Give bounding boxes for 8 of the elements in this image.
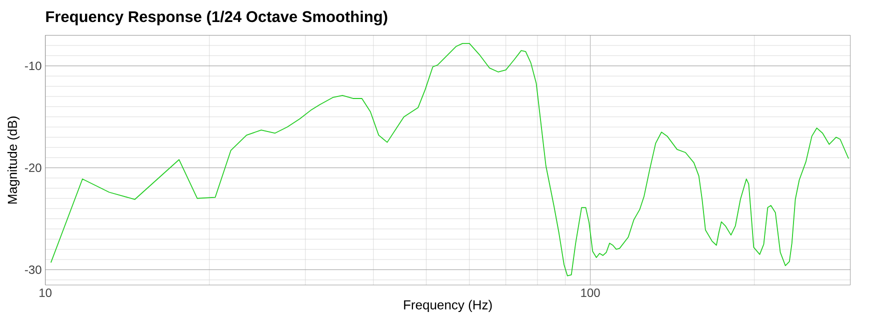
y-tick-label: -10 (24, 62, 42, 70)
x-tick-label: 10 (40, 288, 52, 298)
x-tick-label: 100 (581, 288, 600, 298)
y-tick-label: -20 (24, 164, 42, 172)
chart-title: Frequency Response (1/24 Octave Smoothing) (46, 10, 388, 26)
y-tick-label: -30 (24, 265, 42, 274)
y-axis-title: Magnitude (dB) (7, 116, 20, 204)
x-axis-title: Frequency (Hz) (404, 300, 492, 312)
